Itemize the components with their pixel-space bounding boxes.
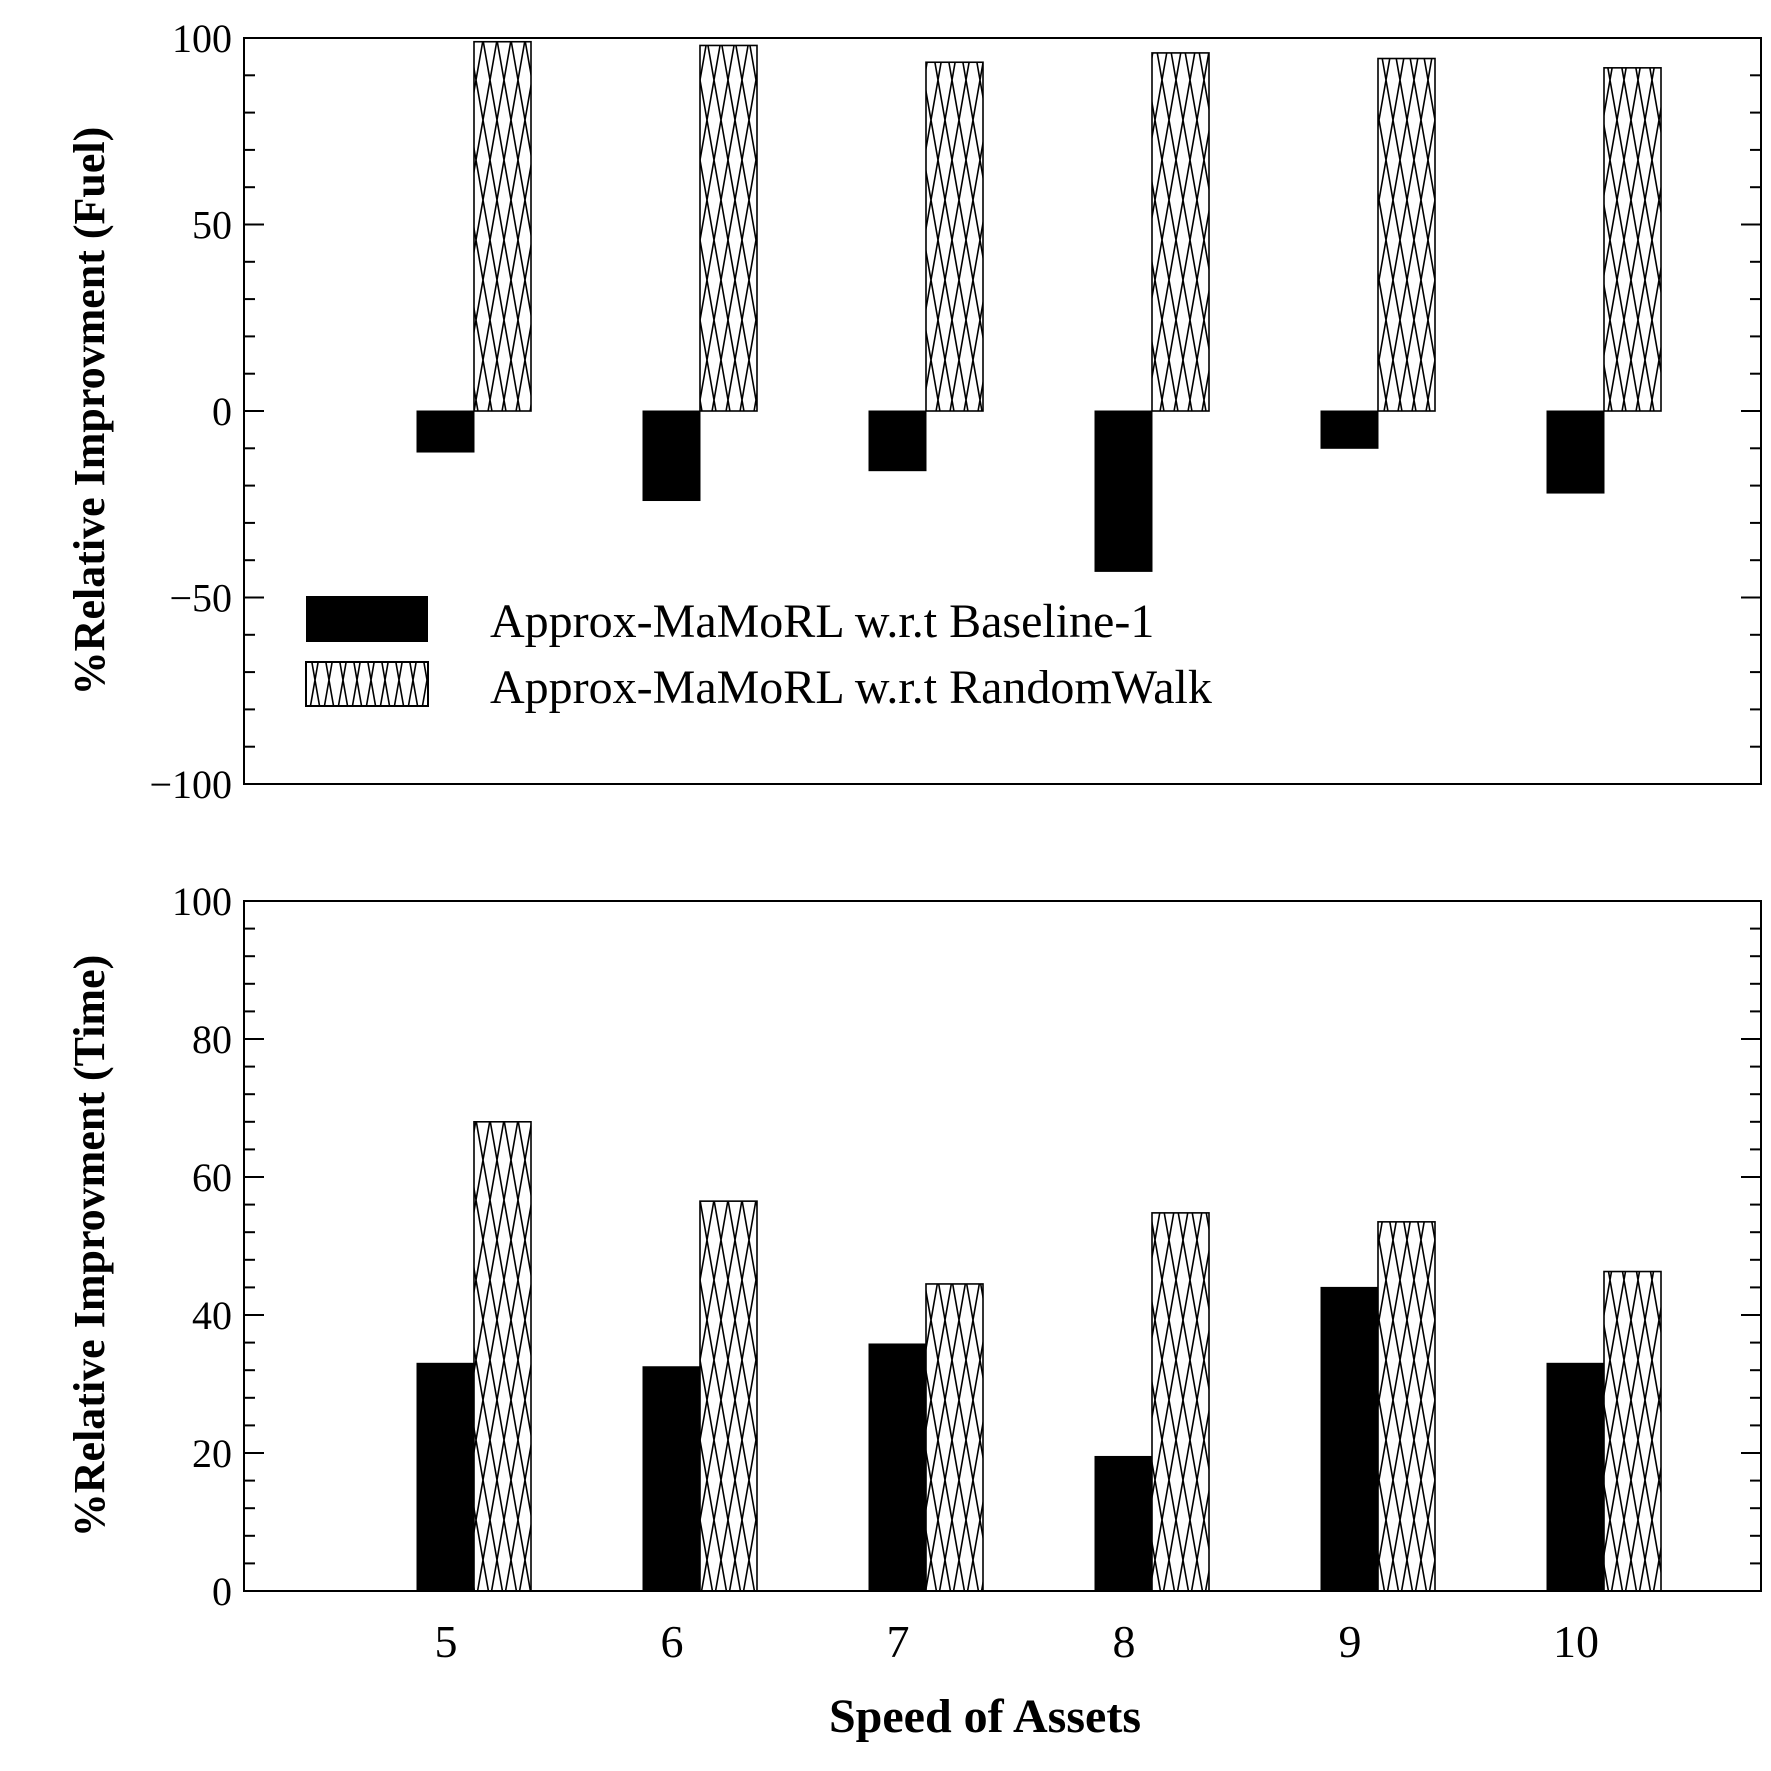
fuel-y-axis-title: %Relative Improvment (Fuel) — [65, 127, 114, 696]
legend-swatch-randomwalk — [305, 661, 429, 707]
fuel-bar-randomwalk-6 — [699, 44, 758, 412]
time-y-tick-label: 100 — [172, 879, 232, 924]
x-tick-label-7: 7 — [887, 1616, 910, 1667]
x-tick-label-6: 6 — [661, 1616, 684, 1667]
time-bars — [416, 1121, 1662, 1592]
time-x-tick-labels: 5 6 7 8 9 10 — [435, 1616, 1600, 1667]
fuel-bar-randomwalk-9 — [1377, 57, 1436, 412]
fuel-bar-randomwalk-8 — [1151, 52, 1210, 412]
fuel-bar-randomwalk-5 — [473, 40, 532, 412]
time-y-tick-label: 0 — [212, 1569, 232, 1614]
fuel-y-tick-labels: 100 50 0 −50 −100 — [149, 16, 232, 807]
fuel-bar-randomwalk-10 — [1603, 67, 1662, 412]
fuel-y-tick-label: 100 — [172, 16, 232, 61]
x-tick-label-8: 8 — [1113, 1616, 1136, 1667]
time-bar-baseline-9 — [1320, 1286, 1379, 1592]
legend-label-randomwalk: Approx-MaMoRL w.r.t RandomWalk — [490, 661, 1212, 714]
time-y-tick-labels: 100 80 60 40 20 0 — [172, 879, 232, 1614]
fuel-y-tick-label: 50 — [192, 203, 232, 248]
time-bar-randomwalk-5 — [473, 1121, 532, 1592]
time-bar-randomwalk-6 — [699, 1200, 758, 1592]
x-tick-label-9: 9 — [1339, 1616, 1362, 1667]
time-bar-baseline-10 — [1546, 1362, 1605, 1592]
time-bar-baseline-5 — [416, 1362, 475, 1592]
time-bar-baseline-6 — [642, 1366, 701, 1592]
fuel-bar-baseline-7 — [868, 410, 927, 472]
time-y-ticks — [244, 900, 1761, 1592]
fuel-chart: 100 50 0 −50 −100 %Relative Improvment (Fuel… — [65, 16, 1762, 807]
time-bar-randomwalk-10 — [1603, 1270, 1662, 1592]
time-y-axis-title: %Relative Improvment (Time) — [65, 955, 114, 1537]
time-y-tick-label: 60 — [192, 1155, 232, 1200]
x-tick-label-5: 5 — [435, 1616, 458, 1667]
time-y-tick-label: 80 — [192, 1017, 232, 1062]
x-axis-title: Speed of Assets — [829, 1690, 1141, 1743]
fuel-y-ticks — [244, 37, 1761, 785]
time-bar-randomwalk-9 — [1377, 1221, 1436, 1592]
time-chart: 100 80 60 40 20 0 5 6 7 8 9 10 %Relative Improvmen… — [65, 879, 1762, 1743]
fuel-bar-baseline-6 — [642, 410, 701, 502]
time-y-tick-label: 20 — [192, 1431, 232, 1476]
time-bar-baseline-7 — [868, 1343, 927, 1592]
time-bar-baseline-8 — [1094, 1455, 1153, 1592]
fuel-bars — [416, 40, 1662, 572]
fuel-bar-baseline-5 — [416, 410, 475, 453]
time-plot-frame — [243, 900, 1762, 1592]
fuel-y-tick-label: 0 — [212, 389, 232, 434]
time-bar-randomwalk-8 — [1151, 1212, 1210, 1592]
fuel-y-tick-label: −50 — [169, 576, 232, 621]
fuel-y-tick-label: −100 — [149, 762, 232, 807]
fuel-bar-baseline-10 — [1546, 410, 1605, 494]
legend-swatch-baseline — [306, 596, 428, 642]
fuel-bar-baseline-8 — [1094, 410, 1153, 572]
fuel-bar-randomwalk-7 — [925, 61, 984, 412]
x-tick-label-10: 10 — [1553, 1616, 1599, 1667]
legend-label-baseline: Approx-MaMoRL w.r.t Baseline-1 — [490, 595, 1154, 648]
time-bar-randomwalk-7 — [925, 1283, 984, 1592]
fuel-bar-baseline-9 — [1320, 410, 1379, 449]
legend: Approx-MaMoRL w.r.t Baseline-1 Approx-Ma… — [305, 595, 1212, 714]
time-y-tick-label: 40 — [192, 1293, 232, 1338]
